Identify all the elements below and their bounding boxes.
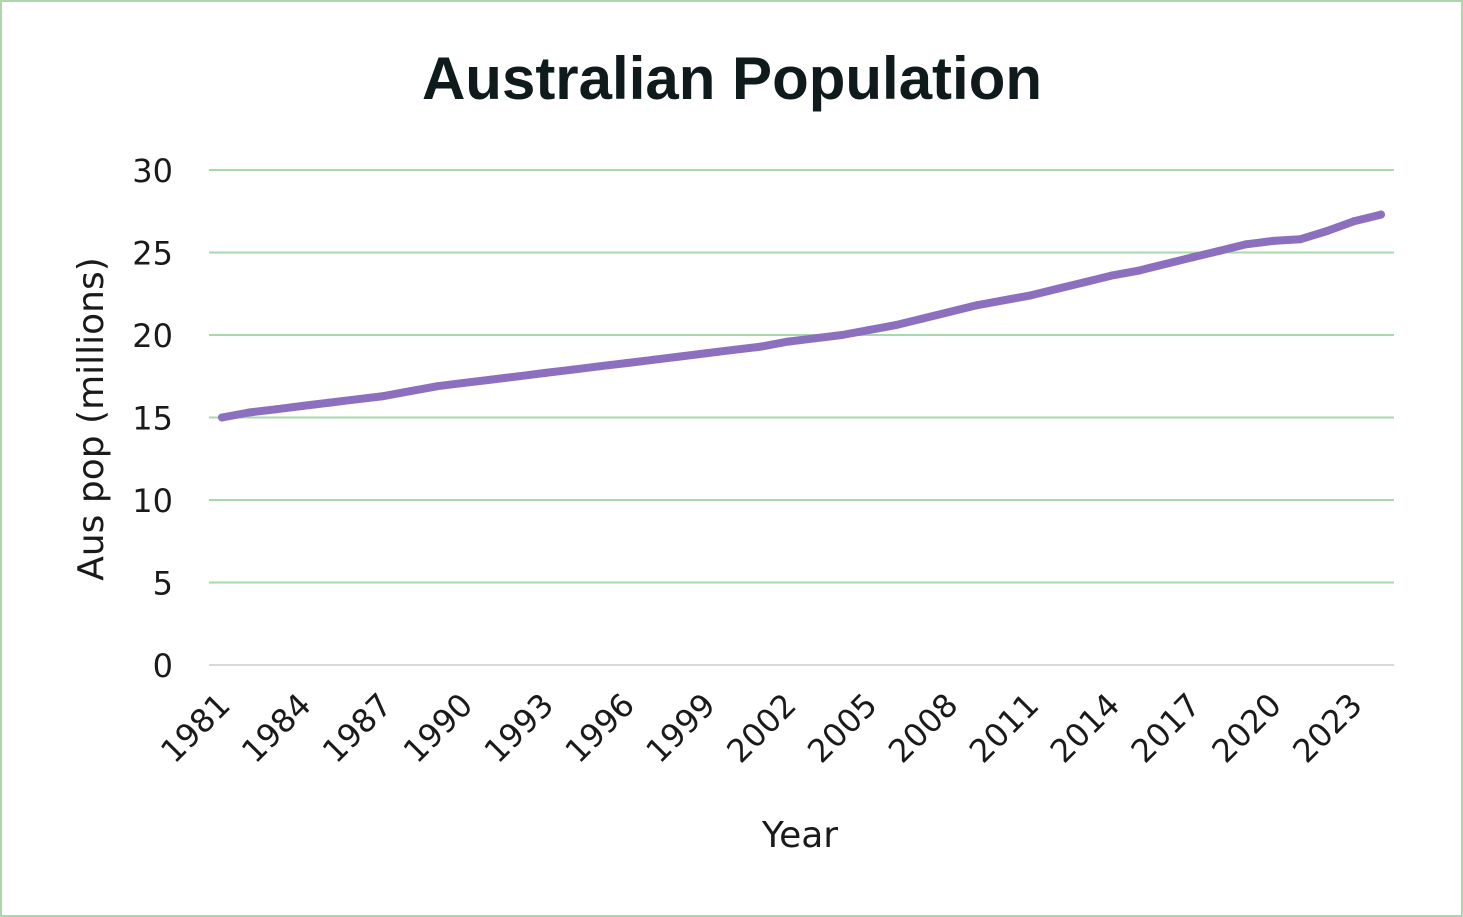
x-tick-label: 2023 bbox=[1285, 686, 1369, 770]
data-point bbox=[864, 326, 873, 335]
data-point bbox=[1188, 253, 1197, 262]
data-point bbox=[703, 349, 712, 358]
data-point bbox=[325, 398, 334, 407]
data-point bbox=[595, 362, 604, 371]
data-point bbox=[379, 392, 388, 401]
data-point bbox=[1350, 217, 1359, 226]
x-tick-label: 1990 bbox=[396, 686, 480, 770]
data-point bbox=[433, 382, 442, 391]
data-point bbox=[514, 372, 523, 381]
data-point bbox=[649, 355, 658, 364]
y-tick-label: 5 bbox=[153, 565, 173, 603]
data-point bbox=[1161, 260, 1170, 269]
x-tick-label: 2017 bbox=[1124, 686, 1208, 770]
data-point bbox=[676, 352, 685, 361]
data-point bbox=[1080, 278, 1089, 287]
data-point bbox=[1215, 246, 1224, 255]
series-layer bbox=[218, 210, 1385, 422]
y-tick-label: 25 bbox=[132, 235, 173, 273]
data-point bbox=[810, 334, 819, 343]
data-point bbox=[1242, 240, 1251, 249]
data-point bbox=[271, 405, 280, 414]
data-point bbox=[406, 387, 415, 396]
y-tick-label: 20 bbox=[132, 317, 173, 355]
x-axis-label: Year bbox=[761, 815, 838, 856]
y-tick-label: 30 bbox=[132, 152, 173, 190]
data-point bbox=[218, 413, 226, 422]
data-point bbox=[622, 359, 631, 368]
x-tick-label: 2005 bbox=[800, 686, 884, 770]
chart-title: Australian Population bbox=[422, 45, 1042, 112]
data-point bbox=[1053, 284, 1062, 293]
data-point bbox=[999, 296, 1008, 305]
x-tick-label: 1984 bbox=[234, 686, 318, 770]
y-tick-label: 0 bbox=[153, 647, 173, 685]
data-point bbox=[1377, 210, 1385, 219]
data-point bbox=[757, 342, 766, 351]
data-point bbox=[1107, 271, 1116, 280]
gridlines bbox=[209, 169, 1394, 666]
data-point bbox=[298, 401, 307, 410]
x-tick-label: 1981 bbox=[153, 686, 237, 770]
data-point bbox=[1269, 236, 1278, 245]
data-point bbox=[1026, 291, 1035, 300]
x-tick-label: 1987 bbox=[315, 686, 399, 770]
x-tick-label: 1999 bbox=[638, 686, 722, 770]
data-point bbox=[1323, 227, 1332, 236]
data-point bbox=[784, 337, 793, 346]
data-point bbox=[352, 395, 361, 404]
x-axis-ticks: 1981198419871990199319961999200220052008… bbox=[153, 686, 1370, 770]
data-point bbox=[945, 307, 954, 316]
x-tick-label: 2014 bbox=[1043, 686, 1127, 770]
x-tick-label: 2011 bbox=[962, 686, 1046, 770]
data-point bbox=[244, 408, 253, 417]
data-point bbox=[891, 321, 900, 330]
data-point bbox=[918, 314, 927, 323]
data-point bbox=[837, 331, 846, 339]
x-tick-label: 1993 bbox=[477, 686, 561, 770]
population-series-line bbox=[218, 210, 1385, 422]
data-point bbox=[1296, 235, 1305, 244]
data-point bbox=[1134, 266, 1143, 275]
x-tick-label: 2002 bbox=[719, 686, 803, 770]
y-tick-label: 10 bbox=[132, 482, 173, 520]
x-tick-label: 2020 bbox=[1204, 686, 1288, 770]
data-point bbox=[460, 378, 469, 387]
data-point bbox=[541, 368, 550, 377]
y-axis-label: Aus pop (millions) bbox=[71, 257, 112, 581]
data-point bbox=[487, 375, 496, 384]
data-point bbox=[730, 345, 739, 354]
data-point bbox=[972, 301, 981, 310]
y-axis-ticks: 0 5 10 15 20 25 30 bbox=[132, 152, 173, 685]
x-tick-label: 2008 bbox=[881, 686, 965, 770]
y-tick-label: 15 bbox=[132, 400, 173, 438]
data-point bbox=[568, 365, 577, 374]
x-tick-label: 1996 bbox=[558, 686, 642, 770]
